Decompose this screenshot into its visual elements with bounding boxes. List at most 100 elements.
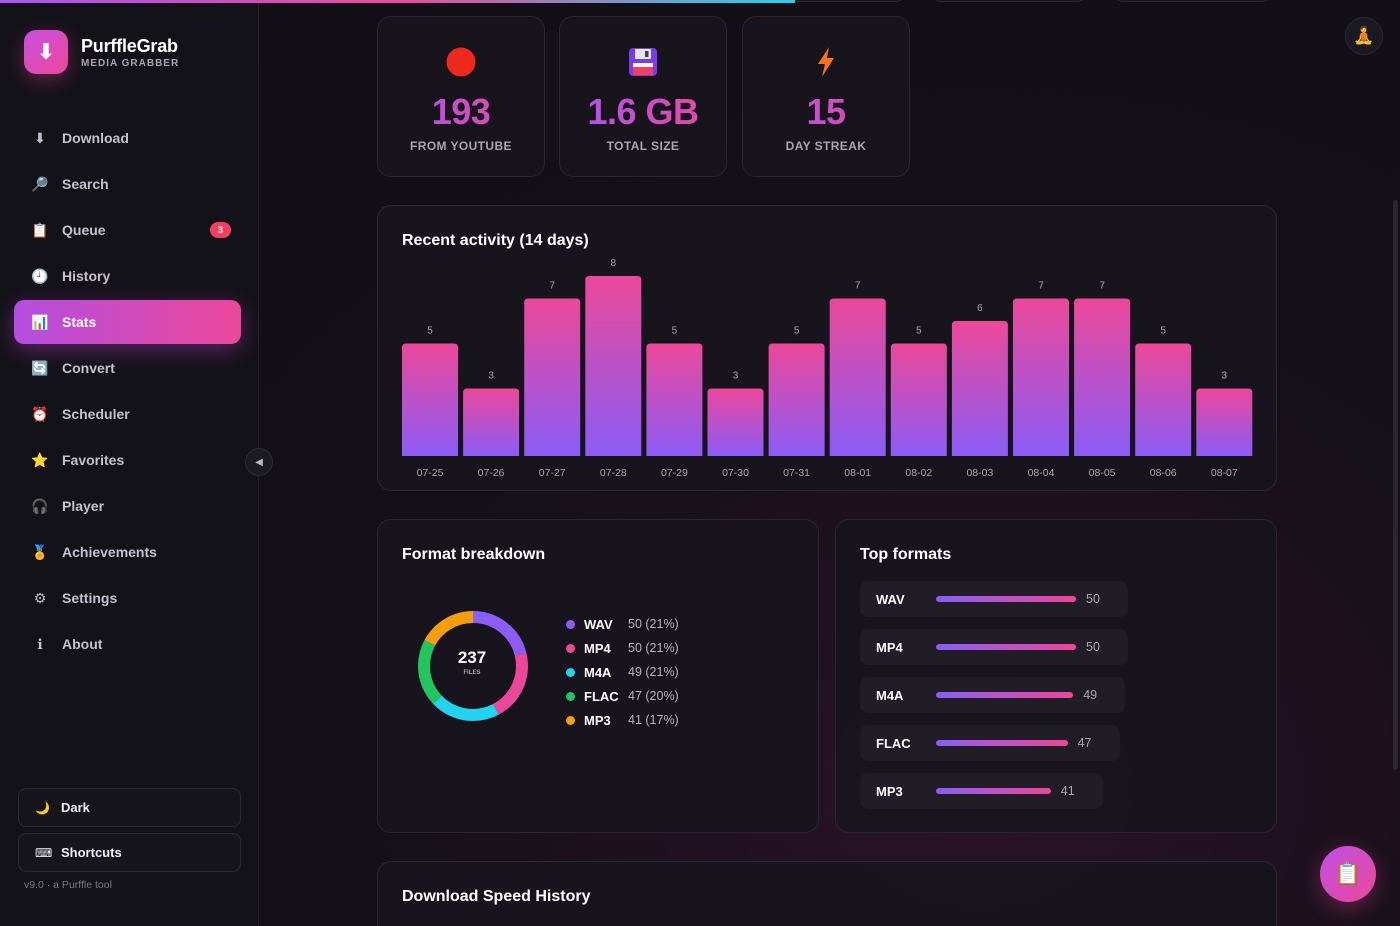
- convert-icon: 🔄: [31, 359, 49, 376]
- sidebar-item-about[interactable]: ℹ About: [14, 622, 241, 666]
- bar-value-label: 7: [1099, 281, 1105, 292]
- bar-value-label: 6: [977, 303, 983, 314]
- legend-dot: [566, 715, 575, 725]
- top-format-row: M4A 49: [860, 677, 1126, 713]
- queue-count-badge: 3: [210, 222, 231, 238]
- format-count: 41: [1060, 784, 1075, 798]
- clipboard-fab-button[interactable]: 📋: [1320, 846, 1376, 902]
- format-name: M4A: [876, 687, 904, 703]
- sidebar: ⬇ PurffleGrab MEDIA GRABBER ⬇ Download 🔎 Se…: [0, 0, 259, 926]
- format-bar: [936, 740, 1068, 746]
- sidebar-item-convert[interactable]: 🔄 Convert: [14, 346, 241, 390]
- lightning-icon: [743, 45, 909, 79]
- sidebar-item-queue[interactable]: 📋 Queue 3: [14, 208, 241, 252]
- sidebar-item-download[interactable]: ⬇ Download: [14, 116, 241, 160]
- bar-value-label: 5: [1160, 326, 1166, 337]
- stat-value: 193: [378, 91, 544, 133]
- stat-card-streak: 15 DAY STREAK: [742, 16, 910, 177]
- bar-value-label: 5: [794, 326, 800, 337]
- sidebar-item-player[interactable]: 🎧 Player: [14, 484, 241, 528]
- download-logo-icon: ⬇: [24, 30, 68, 74]
- theme-toggle-button[interactable]: 🌙 Dark: [18, 788, 241, 827]
- sidebar-item-search[interactable]: 🔎 Search: [14, 162, 241, 206]
- activity-bar: [402, 343, 458, 456]
- format-name: MP3: [876, 783, 903, 799]
- stat-card-size: 1.6 GB TOTAL SIZE: [559, 16, 727, 177]
- collapse-sidebar-button[interactable]: ◀: [245, 448, 273, 476]
- format-name: FLAC: [876, 735, 911, 751]
- bar-value-label: 5: [672, 326, 678, 337]
- sidebar-item-stats[interactable]: 📊 Stats: [14, 300, 241, 344]
- format-count: 50: [1086, 640, 1100, 654]
- stat-value: 1.6 GB: [560, 91, 726, 133]
- app-subtitle: MEDIA GRABBER: [81, 57, 180, 69]
- sidebar-item-label: Achievements: [62, 544, 157, 560]
- medal-icon: 🏅: [31, 543, 49, 560]
- shortcuts-button[interactable]: ⌨ Shortcuts: [18, 833, 241, 872]
- moon-icon: 🌙: [35, 800, 50, 815]
- legend-name: WAV: [584, 616, 613, 632]
- bar-date-label: 08-02: [905, 467, 932, 479]
- sidebar-item-label: Search: [62, 176, 109, 192]
- clock-icon: 🕘: [31, 267, 49, 284]
- donut-slice-flac: [418, 611, 528, 721]
- stat-value: 15: [743, 91, 909, 133]
- bar-value-label: 8: [611, 258, 617, 269]
- meditation-button[interactable]: 🧘: [1345, 17, 1383, 55]
- activity-bar: [707, 388, 764, 456]
- legend-name: FLAC: [584, 688, 619, 704]
- headphones-icon: 🎧: [31, 497, 49, 514]
- donut-slice-mp3: [418, 611, 528, 721]
- sidebar-item-achievements[interactable]: 🏅 Achievements: [14, 530, 241, 574]
- bar-chart-icon: 📊: [31, 313, 49, 330]
- sidebar-item-label: Download: [62, 130, 129, 146]
- sidebar-item-label: Player: [62, 498, 105, 514]
- activity-bar: [1013, 298, 1069, 456]
- sidebar-item-label: History: [62, 268, 111, 284]
- sidebar-item-label: Favorites: [62, 452, 125, 468]
- legend-item: MP3 41 (17%): [566, 708, 679, 732]
- bar-date-label: 07-28: [600, 467, 627, 479]
- activity-title: Recent activity (14 days): [402, 232, 589, 249]
- bar-date-label: 07-27: [539, 467, 566, 479]
- top-format-row: FLAC 47: [860, 725, 1120, 761]
- search-icon: 🔎: [31, 175, 49, 192]
- bar-value-label: 5: [427, 326, 433, 337]
- sidebar-item-label: Queue: [62, 222, 106, 238]
- bar-value-label: 3: [488, 371, 494, 382]
- activity-bar: [829, 298, 886, 456]
- sidebar-item-history[interactable]: 🕘 History: [14, 254, 241, 298]
- legend-item: WAV 50 (21%): [566, 612, 679, 636]
- top-formats-title: Top formats: [860, 546, 952, 563]
- brand[interactable]: ⬇ PurffleGrab MEDIA GRABBER: [24, 30, 179, 74]
- legend-name: M4A: [584, 664, 612, 680]
- top-format-row: MP4 50: [860, 629, 1128, 665]
- sidebar-item-favorites[interactable]: ⭐ Favorites: [14, 438, 241, 482]
- legend-item: FLAC 47 (20%): [566, 684, 679, 708]
- legend-value: 41 (17%): [628, 713, 679, 727]
- red-circle-icon: [378, 45, 544, 79]
- donut-center: 237 FILES: [416, 648, 528, 676]
- bar-date-label: 07-25: [417, 467, 444, 479]
- speed-history-card: Download Speed History: [377, 861, 1277, 926]
- meditation-icon: 🧘: [1353, 26, 1375, 45]
- info-icon: ℹ: [37, 635, 43, 652]
- alarm-clock-icon: ⏰: [31, 405, 49, 422]
- version-text: v9.0 · a Purffle tool: [24, 879, 112, 891]
- sidebar-item-scheduler[interactable]: ⏰ Scheduler: [14, 392, 241, 436]
- bar-date-label: 08-01: [844, 467, 871, 479]
- sidebar-item-settings[interactable]: ⚙ Settings: [14, 576, 241, 620]
- top-format-row: WAV 50: [860, 581, 1128, 617]
- scrollbar[interactable]: [1393, 200, 1398, 770]
- stat-card-youtube: 193 FROM YOUTUBE: [377, 16, 545, 177]
- app-name: PurffleGrab: [81, 35, 178, 56]
- shortcuts-label: Shortcuts: [61, 845, 122, 860]
- sidebar-nav: ⬇ Download 🔎 Search 📋 Queue 3 🕘 History 📊 Stats 🔄 Co…: [14, 116, 241, 668]
- bar-value-label: 7: [1038, 281, 1044, 292]
- sidebar-item-label: About: [62, 636, 103, 652]
- gear-icon: ⚙: [33, 589, 47, 606]
- legend-item: M4A 49 (21%): [566, 660, 679, 684]
- legend-value: 47 (20%): [628, 689, 679, 703]
- legend-value: 50 (21%): [628, 641, 679, 655]
- activity-bar: [1135, 343, 1192, 456]
